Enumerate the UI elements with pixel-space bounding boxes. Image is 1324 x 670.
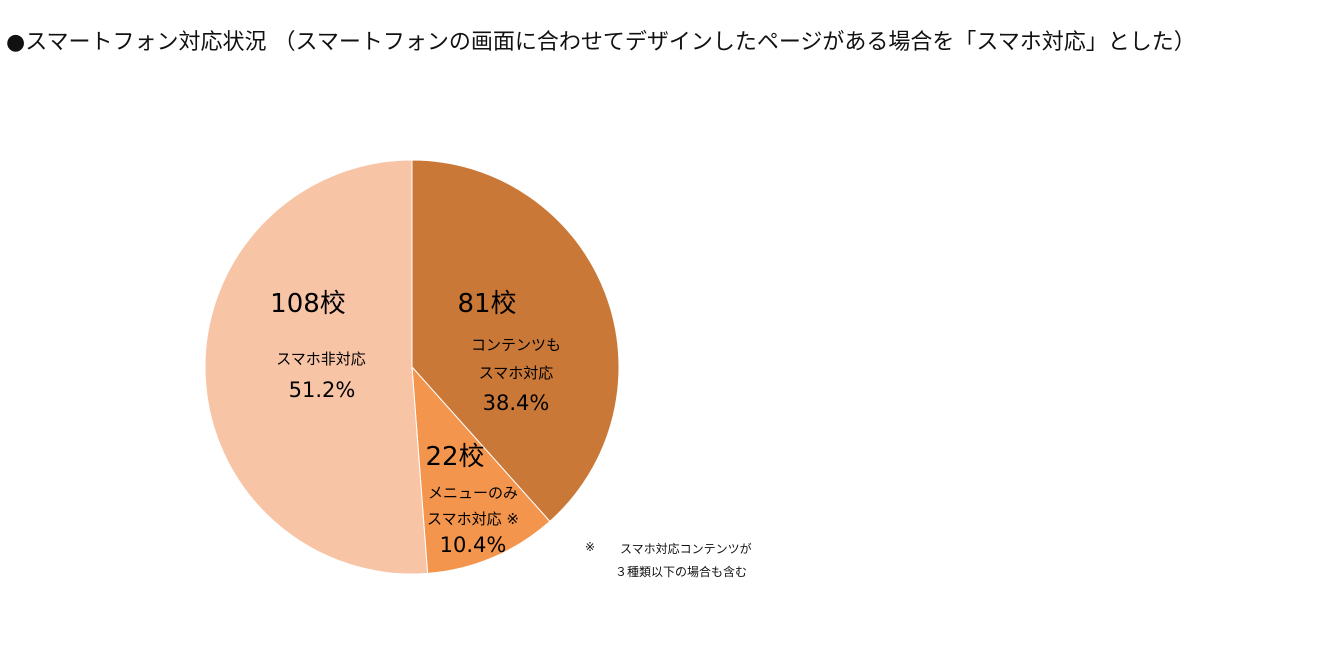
slice-name-label: スマホ対応 ※ <box>427 510 519 528</box>
slice-count-label: 108校 <box>270 289 346 319</box>
pie-slice-3 <box>204 159 429 575</box>
footnote-mark: ※ <box>585 540 596 554</box>
slice-name-label: スマホ非対応 <box>276 350 366 368</box>
slice-count-label: 22校 <box>425 442 484 472</box>
pie-slices <box>204 159 620 575</box>
pie-slice-1 <box>411 159 620 523</box>
slice-name-label: スマホ対応 <box>479 364 554 382</box>
pie-slice-2 <box>411 365 551 574</box>
footnote-line-1: スマホ対応コンテンツが <box>620 542 752 556</box>
slice-percent-label: 38.4% <box>483 391 550 415</box>
slice-name-label: メニューのみ <box>428 484 518 502</box>
slice-count-label: 81校 <box>457 289 516 319</box>
chart-title: ●スマートフォン対応状況 （スマートフォンの画面に合わせてデザインしたページがあ… <box>6 30 1196 55</box>
slice-percent-label: 10.4% <box>440 533 507 557</box>
footnote-line-2: ３種類以下の場合も含む <box>615 565 748 579</box>
slice-name-label: コンテンツも <box>471 336 561 354</box>
slice-percent-label: 51.2% <box>289 378 356 402</box>
